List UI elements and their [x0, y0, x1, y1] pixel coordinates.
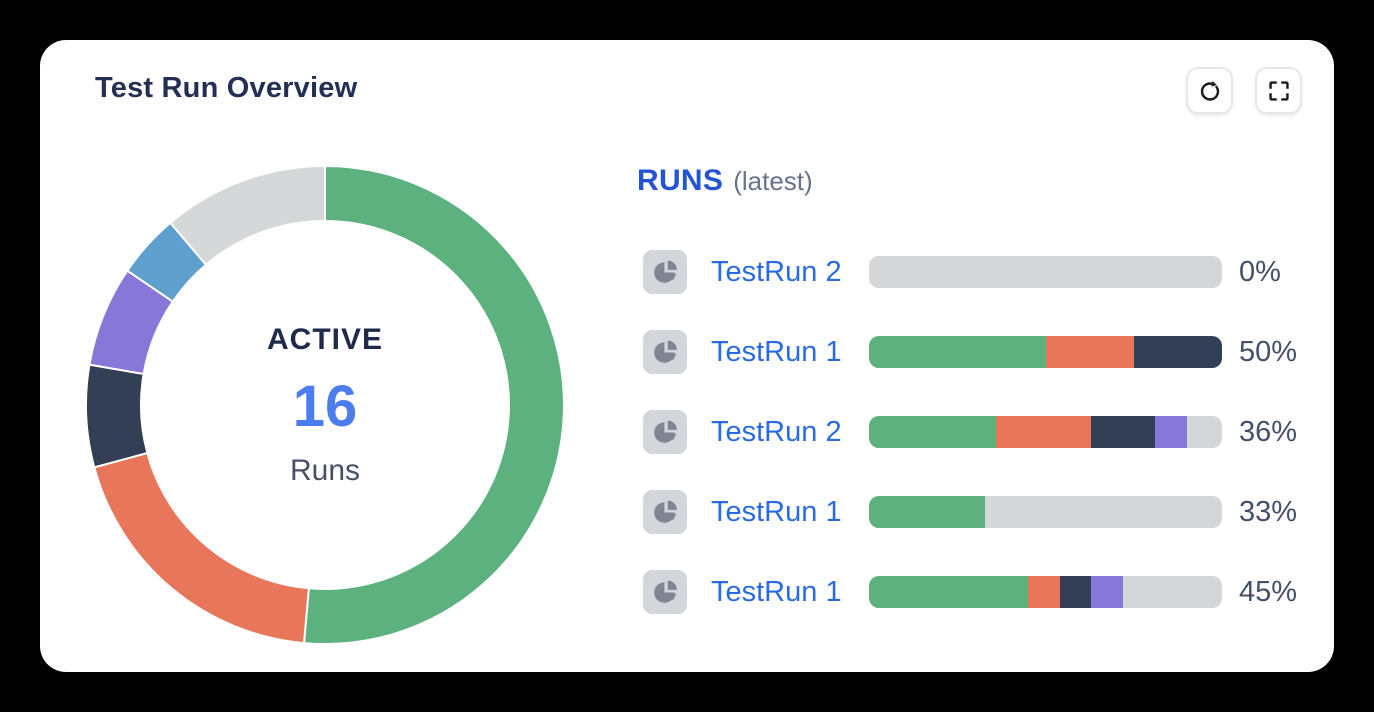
donut-segments: [85, 165, 565, 645]
fullscreen-button[interactable]: [1255, 67, 1302, 114]
runs-heading-title: RUNS: [637, 164, 724, 197]
bar-segment-green: [869, 576, 1028, 608]
run-percent: 50%: [1239, 335, 1298, 368]
pie-chart-icon: [643, 330, 687, 374]
run-progress-bar: [869, 256, 1222, 288]
card-title: Test Run Overview: [95, 72, 358, 104]
donut-segment-orange: [93, 451, 310, 645]
run-row: TestRun 1 33%: [643, 490, 1297, 534]
bar-segment-green: [869, 416, 997, 448]
pie-chart-icon: [643, 410, 687, 454]
run-percent: 45%: [1239, 575, 1298, 608]
bar-segment-green: [869, 496, 986, 528]
donut-segment-dark-navy: [85, 363, 149, 469]
run-link[interactable]: TestRun 1: [711, 335, 842, 368]
bar-segment-orange: [1045, 336, 1134, 368]
run-row: TestRun 1 45%: [643, 570, 1297, 614]
bar-segment-purple: [1091, 576, 1124, 608]
run-link[interactable]: TestRun 2: [711, 415, 842, 448]
runs-heading-suffix: (latest): [733, 166, 813, 196]
bar-segment-orange: [1027, 576, 1060, 608]
refresh-button[interactable]: [1186, 67, 1233, 114]
bar-segment-dark-navy: [1133, 336, 1222, 368]
refresh-icon: [1200, 80, 1219, 101]
run-percent: 33%: [1239, 495, 1298, 528]
test-run-overview-card: Test Run Overview ACTIVE 16: [40, 40, 1334, 672]
run-link[interactable]: TestRun 2: [711, 255, 842, 288]
bar-segment-dark-navy: [1059, 576, 1092, 608]
run-percent: 36%: [1239, 415, 1298, 448]
active-runs-donut-chart: ACTIVE 16 Runs: [85, 165, 565, 645]
pie-chart-icon: [643, 490, 687, 534]
donut-segment-gray: [168, 165, 326, 267]
run-row: TestRun 1 50%: [643, 330, 1297, 374]
bar-segment-orange: [996, 416, 1092, 448]
runs-heading: RUNS (latest): [637, 164, 813, 198]
bar-segment-dark-navy: [1091, 416, 1155, 448]
run-progress-bar: [869, 416, 1222, 448]
pie-chart-icon: [643, 570, 687, 614]
bar-segment-purple: [1154, 416, 1187, 448]
runs-list: TestRun 2 0% TestRun 1 50% TestRun 2 36%: [643, 250, 1297, 650]
run-progress-bar: [869, 576, 1222, 608]
bar-segment-green: [869, 336, 1046, 368]
run-link[interactable]: TestRun 1: [711, 575, 842, 608]
run-row: TestRun 2 36%: [643, 410, 1297, 454]
fullscreen-icon: [1268, 80, 1289, 101]
run-progress-bar: [869, 496, 1222, 528]
donut-segment-green: [302, 165, 565, 645]
run-percent: 0%: [1239, 255, 1281, 288]
run-link[interactable]: TestRun 1: [711, 495, 842, 528]
run-row: TestRun 2 0%: [643, 250, 1297, 294]
pie-chart-icon: [643, 250, 687, 294]
run-progress-bar: [869, 336, 1222, 368]
